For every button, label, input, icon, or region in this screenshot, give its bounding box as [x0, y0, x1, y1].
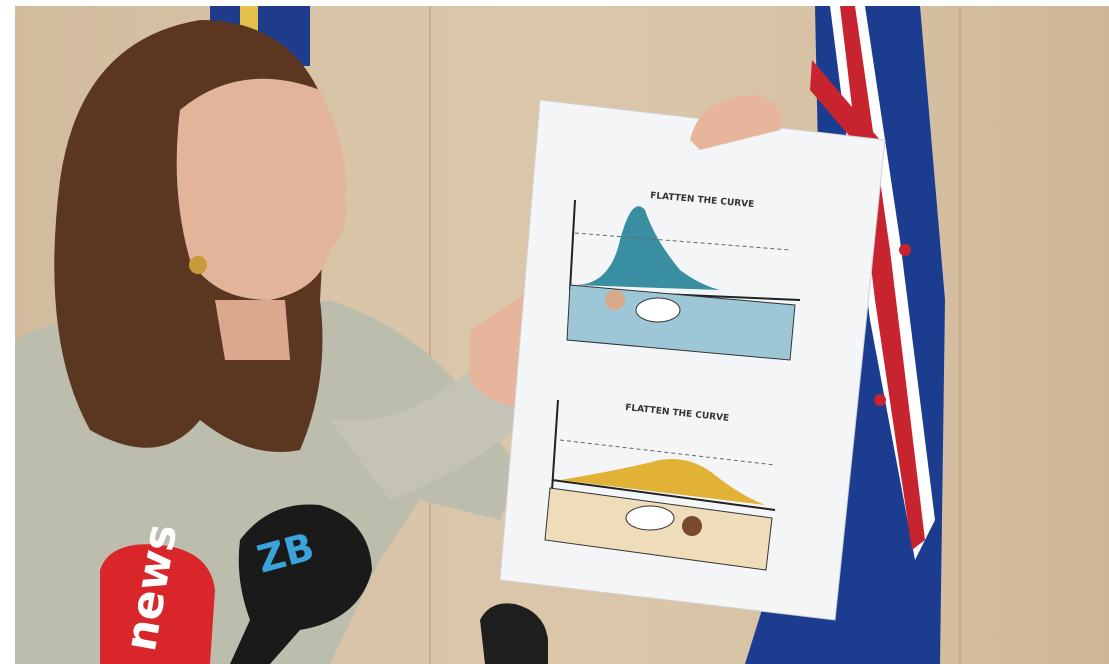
flag-star: [874, 394, 886, 406]
speech-bubble: [626, 506, 674, 530]
earring: [189, 256, 207, 274]
neck: [215, 300, 290, 360]
photo: FLATTEN THE CURVE FLATTEN THE CURVE news…: [0, 0, 1109, 664]
comic-figure: [605, 290, 625, 310]
flag-star: [899, 244, 911, 256]
comic-figure: [682, 516, 702, 536]
speech-bubble: [636, 298, 680, 322]
page: FLATTEN THE CURVE FLATTEN THE CURVE news…: [0, 0, 1109, 664]
